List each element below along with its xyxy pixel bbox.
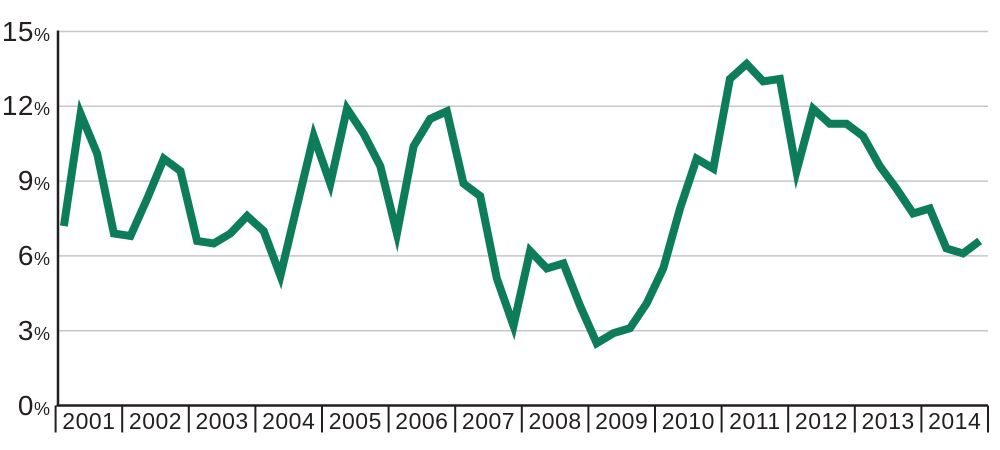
x-axis-label-2007: 2007 (461, 408, 516, 434)
x-axis-label-2013: 2013 (861, 408, 915, 434)
y-axis-label-6: 6% (0, 239, 50, 271)
y-tick-number: 6 (17, 239, 34, 271)
x-axis-label-2002: 2002 (128, 408, 183, 434)
x-axis-label-2001: 2001 (62, 408, 116, 434)
x-axis-label-2008: 2008 (528, 408, 582, 434)
percent-sign: % (33, 24, 50, 45)
x-axis-label-2003: 2003 (195, 408, 249, 434)
y-tick-number: 0 (17, 389, 34, 421)
y-axis-label-3: 3% (0, 314, 50, 346)
x-axis-label-2005: 2005 (328, 408, 382, 434)
percent-sign: % (33, 174, 50, 195)
y-tick-number: 12 (1, 90, 34, 122)
percent-sign: % (33, 398, 50, 419)
percent-sign: % (33, 99, 50, 120)
x-axis-label-2010: 2010 (661, 408, 715, 434)
x-axis-label-2004: 2004 (262, 408, 316, 434)
y-tick-number: 3 (17, 314, 34, 346)
data-line (59, 58, 983, 349)
percent-sign: % (33, 248, 50, 269)
y-axis-label-0: 0% (0, 389, 50, 421)
percent-sign: % (33, 323, 50, 344)
y-tick-number: 15 (1, 15, 34, 47)
x-axis-label-2012: 2012 (794, 408, 849, 434)
y-axis-label-9: 9% (0, 167, 50, 195)
y-axis-label-15: 15% (0, 15, 50, 47)
y-axis-label-12: 12% (0, 92, 50, 120)
y-tick-number: 9 (17, 165, 34, 197)
x-axis-label-2011: 2011 (729, 408, 781, 434)
x-axis-label-2014: 2014 (928, 408, 982, 434)
x-axis-label-2009: 2009 (595, 408, 649, 434)
x-axis-label-2006: 2006 (395, 408, 449, 434)
